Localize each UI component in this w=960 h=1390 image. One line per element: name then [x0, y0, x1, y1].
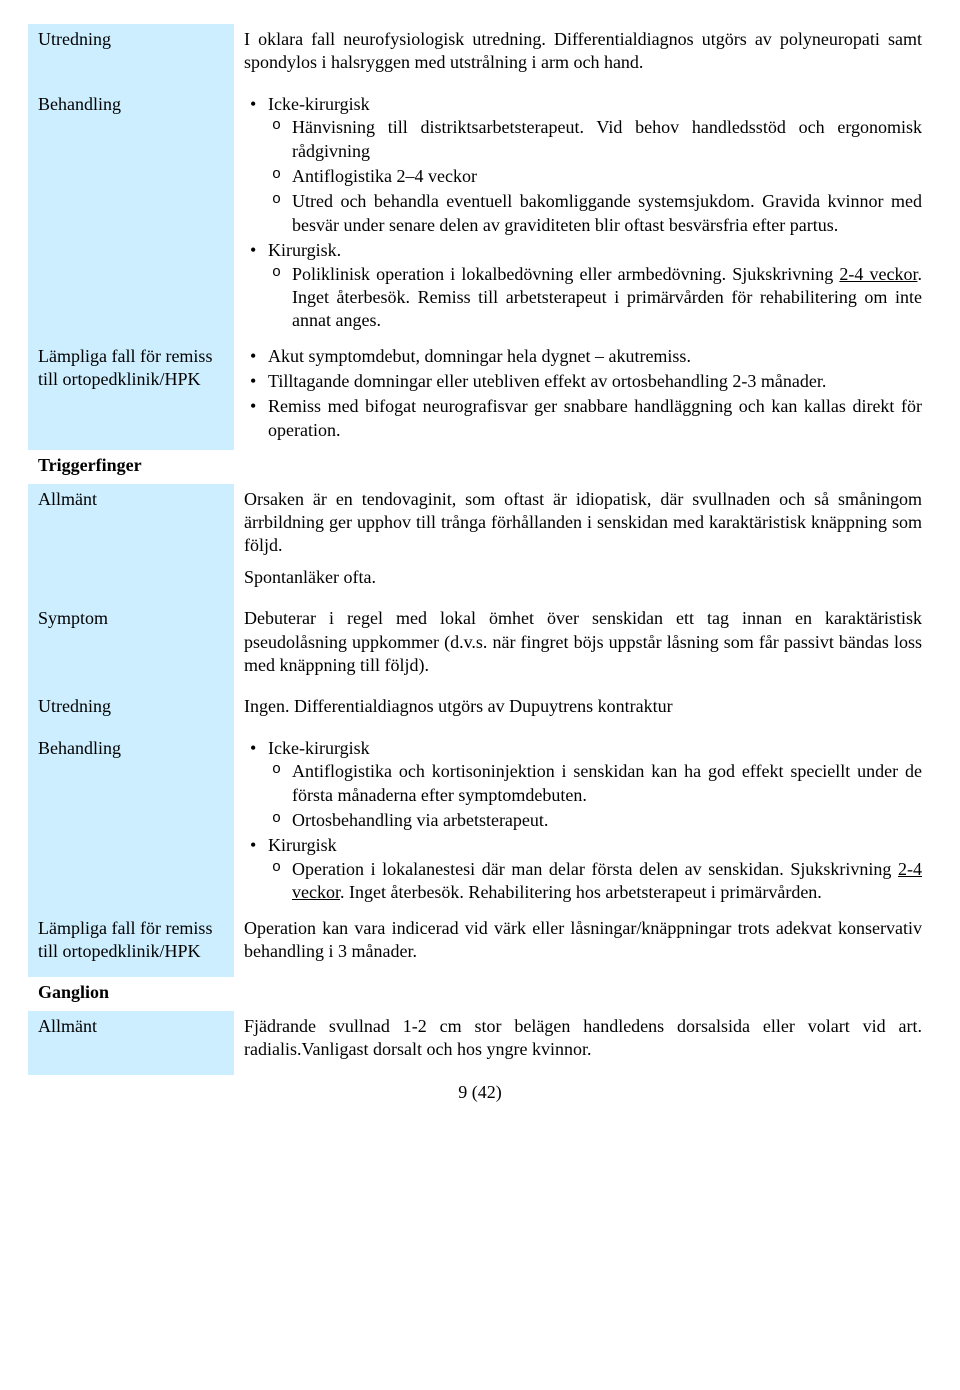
label-text: Behandling	[38, 94, 121, 114]
utredning-text: I oklara fall neurofysiologisk utredning…	[244, 28, 922, 75]
list-item: Remiss med bifogat neurografisvar ger sn…	[268, 395, 922, 442]
row-allmant-tf-label: Allmänt	[28, 484, 234, 604]
row-lampliga-tf-label: Lämpliga fall för remiss till ortopedkli…	[28, 913, 234, 978]
row-behandling-label: Behandling	[28, 89, 234, 341]
row-behandling-tf-body: Icke-kirurgisk Antiflogistika och kortis…	[234, 733, 932, 913]
text-part: . Inget återbesök. Rehabilitering hos ar…	[340, 882, 822, 902]
list-item: Akut symptomdebut, domningar hela dygnet…	[268, 345, 922, 368]
kir-label: Kirurgisk	[268, 835, 337, 855]
icke-kirurgisk-label: Icke-kirurgisk	[268, 94, 370, 114]
content-table: Utredning I oklara fall neurofysiologisk…	[28, 24, 932, 1075]
lampliga-tf-text: Operation kan vara indicerad vid värk el…	[244, 917, 922, 964]
sub-item: Hänvisning till distriktsarbetsterapeut.…	[292, 116, 922, 163]
row-behandling-tf-label: Behandling	[28, 733, 234, 913]
utredning-tf-text: Ingen. Differentialdiagnos utgörs av Dup…	[244, 695, 922, 718]
list-item: Icke-kirurgisk Hänvisning till distrikts…	[268, 93, 922, 237]
row-symptom-tf-body: Debuterar i regel med lokal ömhet över s…	[234, 603, 932, 691]
row-utredning-label: Utredning	[28, 24, 234, 89]
row-utredning-tf-label: Utredning	[28, 691, 234, 732]
sub-item: Poliklinisk operation i lokalbedövning e…	[292, 263, 922, 333]
label-text: Lämpliga fall för remiss till ortopedkli…	[38, 346, 212, 389]
symptom-tf-text: Debuterar i regel med lokal ömhet över s…	[244, 607, 922, 677]
section-heading: Ganglion	[38, 982, 109, 1002]
section-heading-cell: Triggerfinger	[28, 450, 234, 483]
behandling-list: Icke-kirurgisk Hänvisning till distrikts…	[244, 93, 922, 333]
section-heading-gap	[234, 977, 932, 1010]
label-text: Utredning	[38, 29, 111, 49]
row-allmant-tf-body: Orsaken är en tendovaginit, som oftast ä…	[234, 484, 932, 604]
row-behandling-body: Icke-kirurgisk Hänvisning till distrikts…	[234, 89, 932, 341]
list-item: Tilltagande domningar eller utebliven ef…	[268, 370, 922, 393]
list-item: Kirurgisk Operation i lokalanestesi där …	[268, 834, 922, 904]
sub-item: Ortosbehandling via arbetsterapeut.	[292, 809, 922, 832]
sub-item: Antiflogistika 2–4 veckor	[292, 165, 922, 188]
icke-label: Icke-kirurgisk	[268, 738, 370, 758]
sub-list: Operation i lokalanestesi där man delar …	[268, 858, 922, 905]
label-text: Lämpliga fall för remiss till ortopedkli…	[38, 918, 212, 961]
text-part: Poliklinisk operation i lokalbedövning e…	[292, 264, 839, 284]
label-text: Allmänt	[38, 1016, 97, 1036]
row-symptom-tf-label: Symptom	[28, 603, 234, 691]
section-heading-cell: Ganglion	[28, 977, 234, 1010]
sub-list: Antiflogistika och kortisoninjektion i s…	[268, 760, 922, 832]
sub-item: Antiflogistika och kortisoninjektion i s…	[292, 760, 922, 807]
label-text: Utredning	[38, 696, 111, 716]
underlined-text: 2-4 veckor	[839, 264, 917, 284]
sub-list: Poliklinisk operation i lokalbedövning e…	[268, 263, 922, 333]
section-heading-gap	[234, 450, 932, 483]
allmant-g-text: Fjädrande svullnad 1-2 cm stor belägen h…	[244, 1015, 922, 1062]
row-lampliga-label: Lämpliga fall för remiss till ortopedkli…	[28, 341, 234, 451]
label-text: Allmänt	[38, 489, 97, 509]
row-utredning-body: I oklara fall neurofysiologisk utredning…	[234, 24, 932, 89]
list-item: Icke-kirurgisk Antiflogistika och kortis…	[268, 737, 922, 833]
sub-item: Utred och behandla eventuell bakomliggan…	[292, 190, 922, 237]
row-utredning-tf-body: Ingen. Differentialdiagnos utgörs av Dup…	[234, 691, 932, 732]
lampliga-list: Akut symptomdebut, domningar hela dygnet…	[244, 345, 922, 443]
list-item: Kirurgisk. Poliklinisk operation i lokal…	[268, 239, 922, 333]
row-allmant-g-body: Fjädrande svullnad 1-2 cm stor belägen h…	[234, 1011, 932, 1076]
row-allmant-g-label: Allmänt	[28, 1011, 234, 1076]
kirurgisk-label: Kirurgisk.	[268, 240, 341, 260]
allmant-tf-p2: Spontanläker ofta.	[244, 566, 922, 589]
label-text: Behandling	[38, 738, 121, 758]
row-lampliga-tf-body: Operation kan vara indicerad vid värk el…	[234, 913, 932, 978]
section-heading: Triggerfinger	[38, 455, 142, 475]
sub-list: Hänvisning till distriktsarbetsterapeut.…	[268, 116, 922, 237]
page-number: 9 (42)	[28, 1075, 932, 1104]
row-lampliga-body: Akut symptomdebut, domningar hela dygnet…	[234, 341, 932, 451]
allmant-tf-p1: Orsaken är en tendovaginit, som oftast ä…	[244, 488, 922, 558]
label-text: Symptom	[38, 608, 108, 628]
behandling-tf-list: Icke-kirurgisk Antiflogistika och kortis…	[244, 737, 922, 905]
text-part: Operation i lokalanestesi där man delar …	[292, 859, 898, 879]
sub-item: Operation i lokalanestesi där man delar …	[292, 858, 922, 905]
